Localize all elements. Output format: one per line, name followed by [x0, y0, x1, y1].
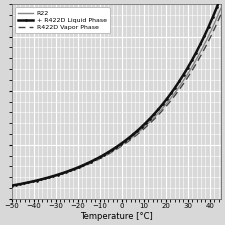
R422D Vapor Phase: [110, 151, 112, 154]
Line: R22: R22: [11, 9, 221, 186]
R422D Vapor Phase: [219, 13, 222, 16]
Legend: R22, + R422D Liquid Phase, R422D Vapor Phase: R22, + R422D Liquid Phase, R422D Vapor P…: [15, 7, 110, 34]
R422D Vapor Phase: [135, 134, 137, 137]
R422D Vapor Phase: [214, 25, 217, 27]
R422D Vapor Phase: [111, 151, 114, 153]
R22: [110, 151, 112, 153]
+ R422D Liquid Phase: [111, 148, 114, 151]
R22: [219, 7, 222, 10]
+ R422D Liquid Phase: [214, 9, 217, 11]
R22: [111, 150, 114, 153]
X-axis label: Temperature [°C]: Temperature [°C]: [80, 212, 153, 221]
R22: [124, 142, 126, 144]
R422D Vapor Phase: [124, 142, 126, 145]
R422D Vapor Phase: [10, 184, 13, 187]
R22: [214, 19, 217, 22]
+ R422D Liquid Phase: [10, 184, 13, 187]
R22: [135, 133, 137, 135]
+ R422D Liquid Phase: [182, 74, 184, 77]
R422D Vapor Phase: [182, 83, 184, 86]
R22: [10, 184, 13, 187]
+ R422D Liquid Phase: [124, 140, 126, 142]
R22: [182, 80, 184, 83]
Line: + R422D Liquid Phase: + R422D Liquid Phase: [10, 0, 222, 187]
+ R422D Liquid Phase: [110, 149, 112, 152]
Line: R422D Vapor Phase: R422D Vapor Phase: [11, 15, 221, 186]
+ R422D Liquid Phase: [135, 130, 137, 133]
